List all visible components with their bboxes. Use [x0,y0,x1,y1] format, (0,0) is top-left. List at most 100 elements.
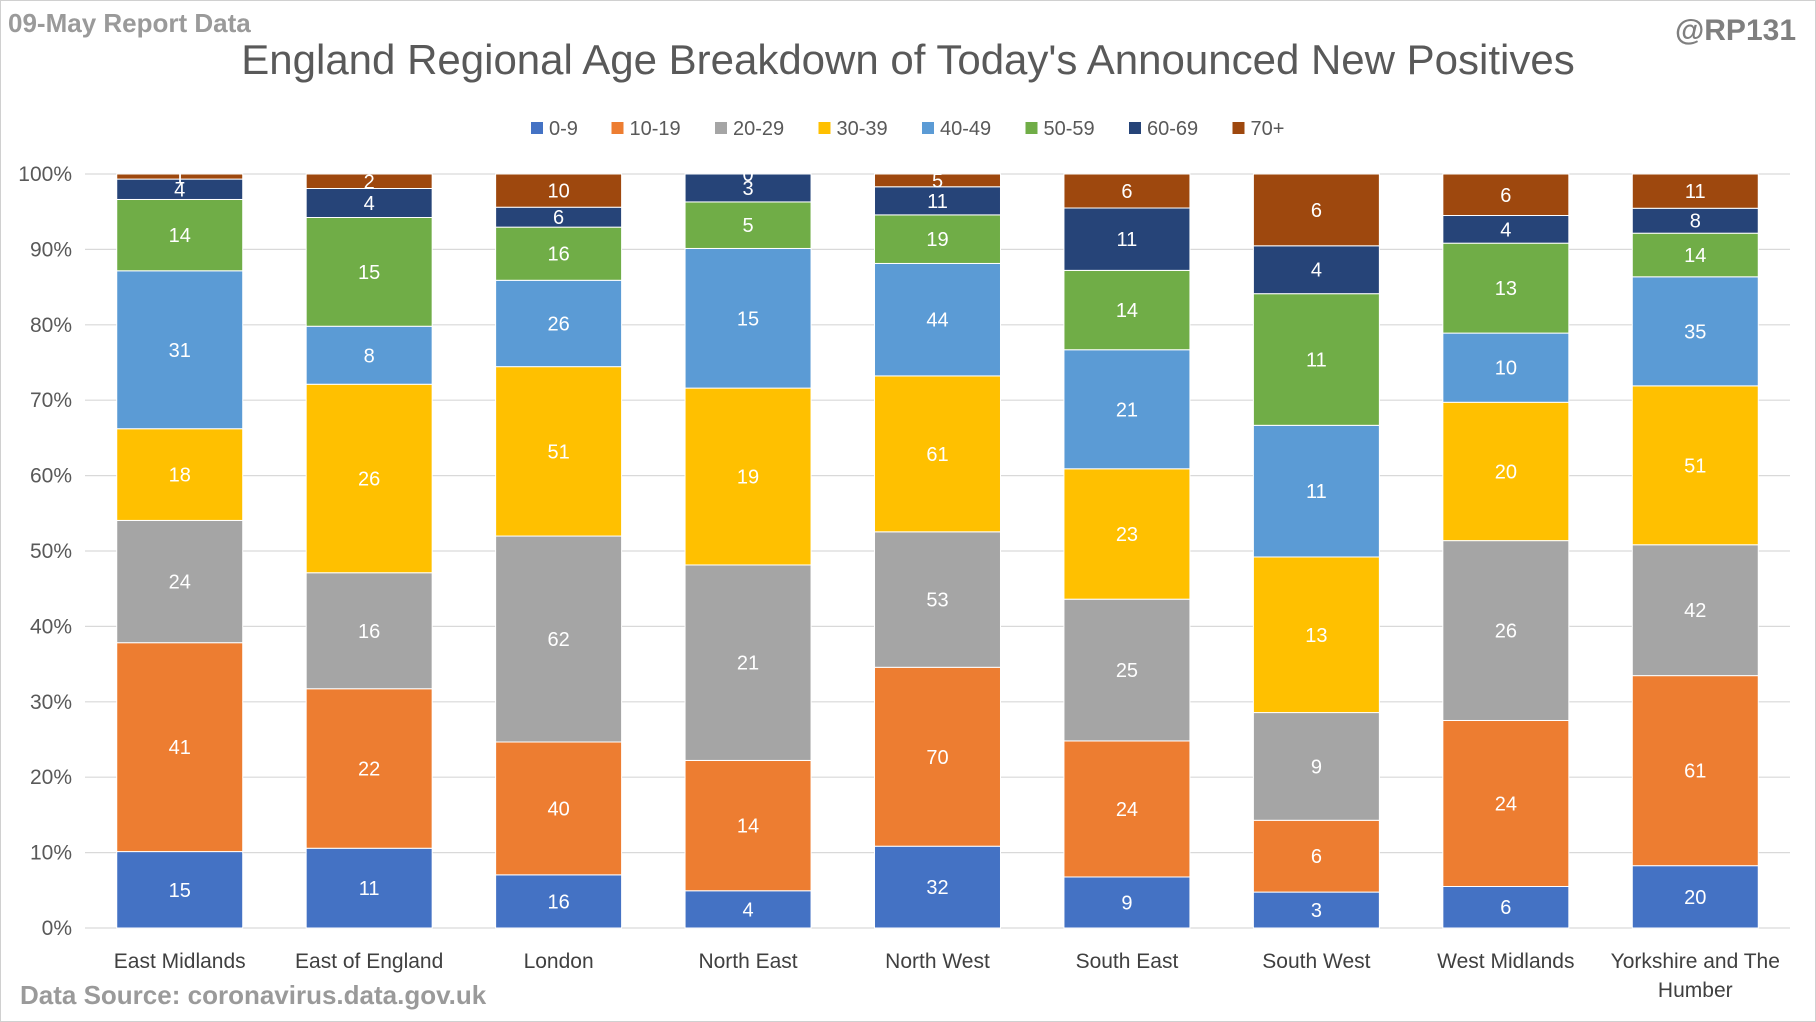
bar-segment [1252,556,1380,714]
data-label: 32 [926,877,948,899]
data-label: 22 [358,759,380,781]
x-tick-label: East of England [295,950,443,973]
bar-segment [495,741,623,876]
bar-segment [684,247,812,389]
x-tick-label: London [524,950,594,973]
legend: 0-9 10-19 20-29 30-39 40-49 50-59 60-69 70+ [531,118,1284,140]
data-label: 8 [1690,211,1701,233]
bars: 1541241831144111221626815421640625126166… [116,164,1759,929]
x-tick-label: South East [1076,950,1179,973]
bar-segment [1252,245,1380,295]
legend-label: 20-29 [733,118,784,140]
data-label: 9 [1311,756,1322,778]
data-label: 35 [1684,321,1706,343]
y-tick-label: 80% [30,314,72,337]
bar-segment [874,173,1001,188]
data-label: 8 [364,345,375,367]
legend-label: 70+ [1251,118,1285,140]
legend-label: 30-39 [837,118,888,140]
bar-segment [1252,424,1380,558]
bar-segment [1631,173,1759,209]
bar-segment [495,535,623,743]
data-label: 51 [1684,455,1706,477]
y-tick-label: 40% [30,615,72,638]
bar-segment [305,217,433,327]
bar-segment [874,214,1001,264]
legend-swatch [611,122,624,134]
x-tick-label: South West [1262,950,1370,973]
data-label: 4 [742,899,753,921]
bar-segment [874,262,1001,377]
bar-segment [1063,468,1191,600]
bar-segment [1631,544,1759,677]
bar-segment [495,366,623,537]
data-label: 53 [926,590,948,612]
bar-segment [116,270,244,430]
data-source-label: Data Source: coronavirus.data.gov.uk [20,980,487,1010]
bar-segment [684,173,812,203]
bar-segment [1631,865,1759,929]
data-label: 70 [926,747,948,769]
data-label: 24 [1495,793,1517,815]
data-label: 61 [1684,761,1706,783]
data-label: 16 [547,244,569,266]
bar-segment [1631,385,1759,546]
bar-segment [1442,885,1570,929]
bar-segment [1442,540,1570,721]
data-label: 26 [1495,621,1517,643]
data-label: 11 [927,191,948,213]
bar-segment [874,845,1001,929]
data-label: 6 [1311,846,1322,868]
bar-segment [1252,819,1380,893]
bar-segment [684,759,812,892]
data-label: 16 [547,891,569,913]
data-label: 6 [1500,897,1511,919]
bar-segment [116,173,244,180]
bar-segment [1442,719,1570,887]
bar-segment [305,325,433,385]
y-tick-label: 60% [30,465,72,488]
legend-label: 60-69 [1147,118,1198,140]
legend-swatch [818,122,831,134]
data-label: 20 [1684,887,1706,909]
legend-swatch [715,122,727,134]
bar-segment [1631,675,1759,867]
x-tick-label: North East [698,950,797,973]
bar-segment [684,387,812,566]
data-label: 14 [737,816,759,838]
legend-label: 10-19 [630,118,681,140]
data-label: 25 [1116,660,1138,682]
bar-segment [1442,332,1570,403]
bar-segment [1063,598,1191,742]
y-tick-label: 0% [42,917,72,940]
data-label: 40 [547,798,569,820]
legend-label: 40-49 [940,118,991,140]
data-label: 24 [169,572,191,594]
data-label: 61 [926,444,948,466]
data-label: 6 [1311,200,1322,222]
data-label: 26 [547,313,569,335]
bar-segment [874,375,1001,533]
data-label: 11 [359,878,380,900]
legend-swatch [922,122,934,134]
bar-segment [495,874,623,929]
x-axis: East Midlands East of England London North … [114,950,1780,1002]
report-date-label: 09-May Report Data [8,8,251,38]
data-label: 26 [358,469,380,491]
data-label: 19 [926,229,948,251]
bar-segment [305,188,433,218]
bar-segment [1252,712,1380,821]
bar-segment [1063,269,1191,351]
bar-segment [1063,207,1191,271]
bar-segment [116,519,244,644]
bar-segment [874,666,1001,847]
author-handle: @RP131 [1675,14,1796,47]
bar-segment [1063,349,1191,470]
data-label: 51 [547,441,569,463]
y-tick-label: 100% [18,163,72,186]
bar-segment [305,688,433,849]
legend-swatch [531,122,543,134]
data-label: 15 [358,262,380,284]
bar-segment [116,428,244,521]
data-label: 9 [1121,892,1132,914]
